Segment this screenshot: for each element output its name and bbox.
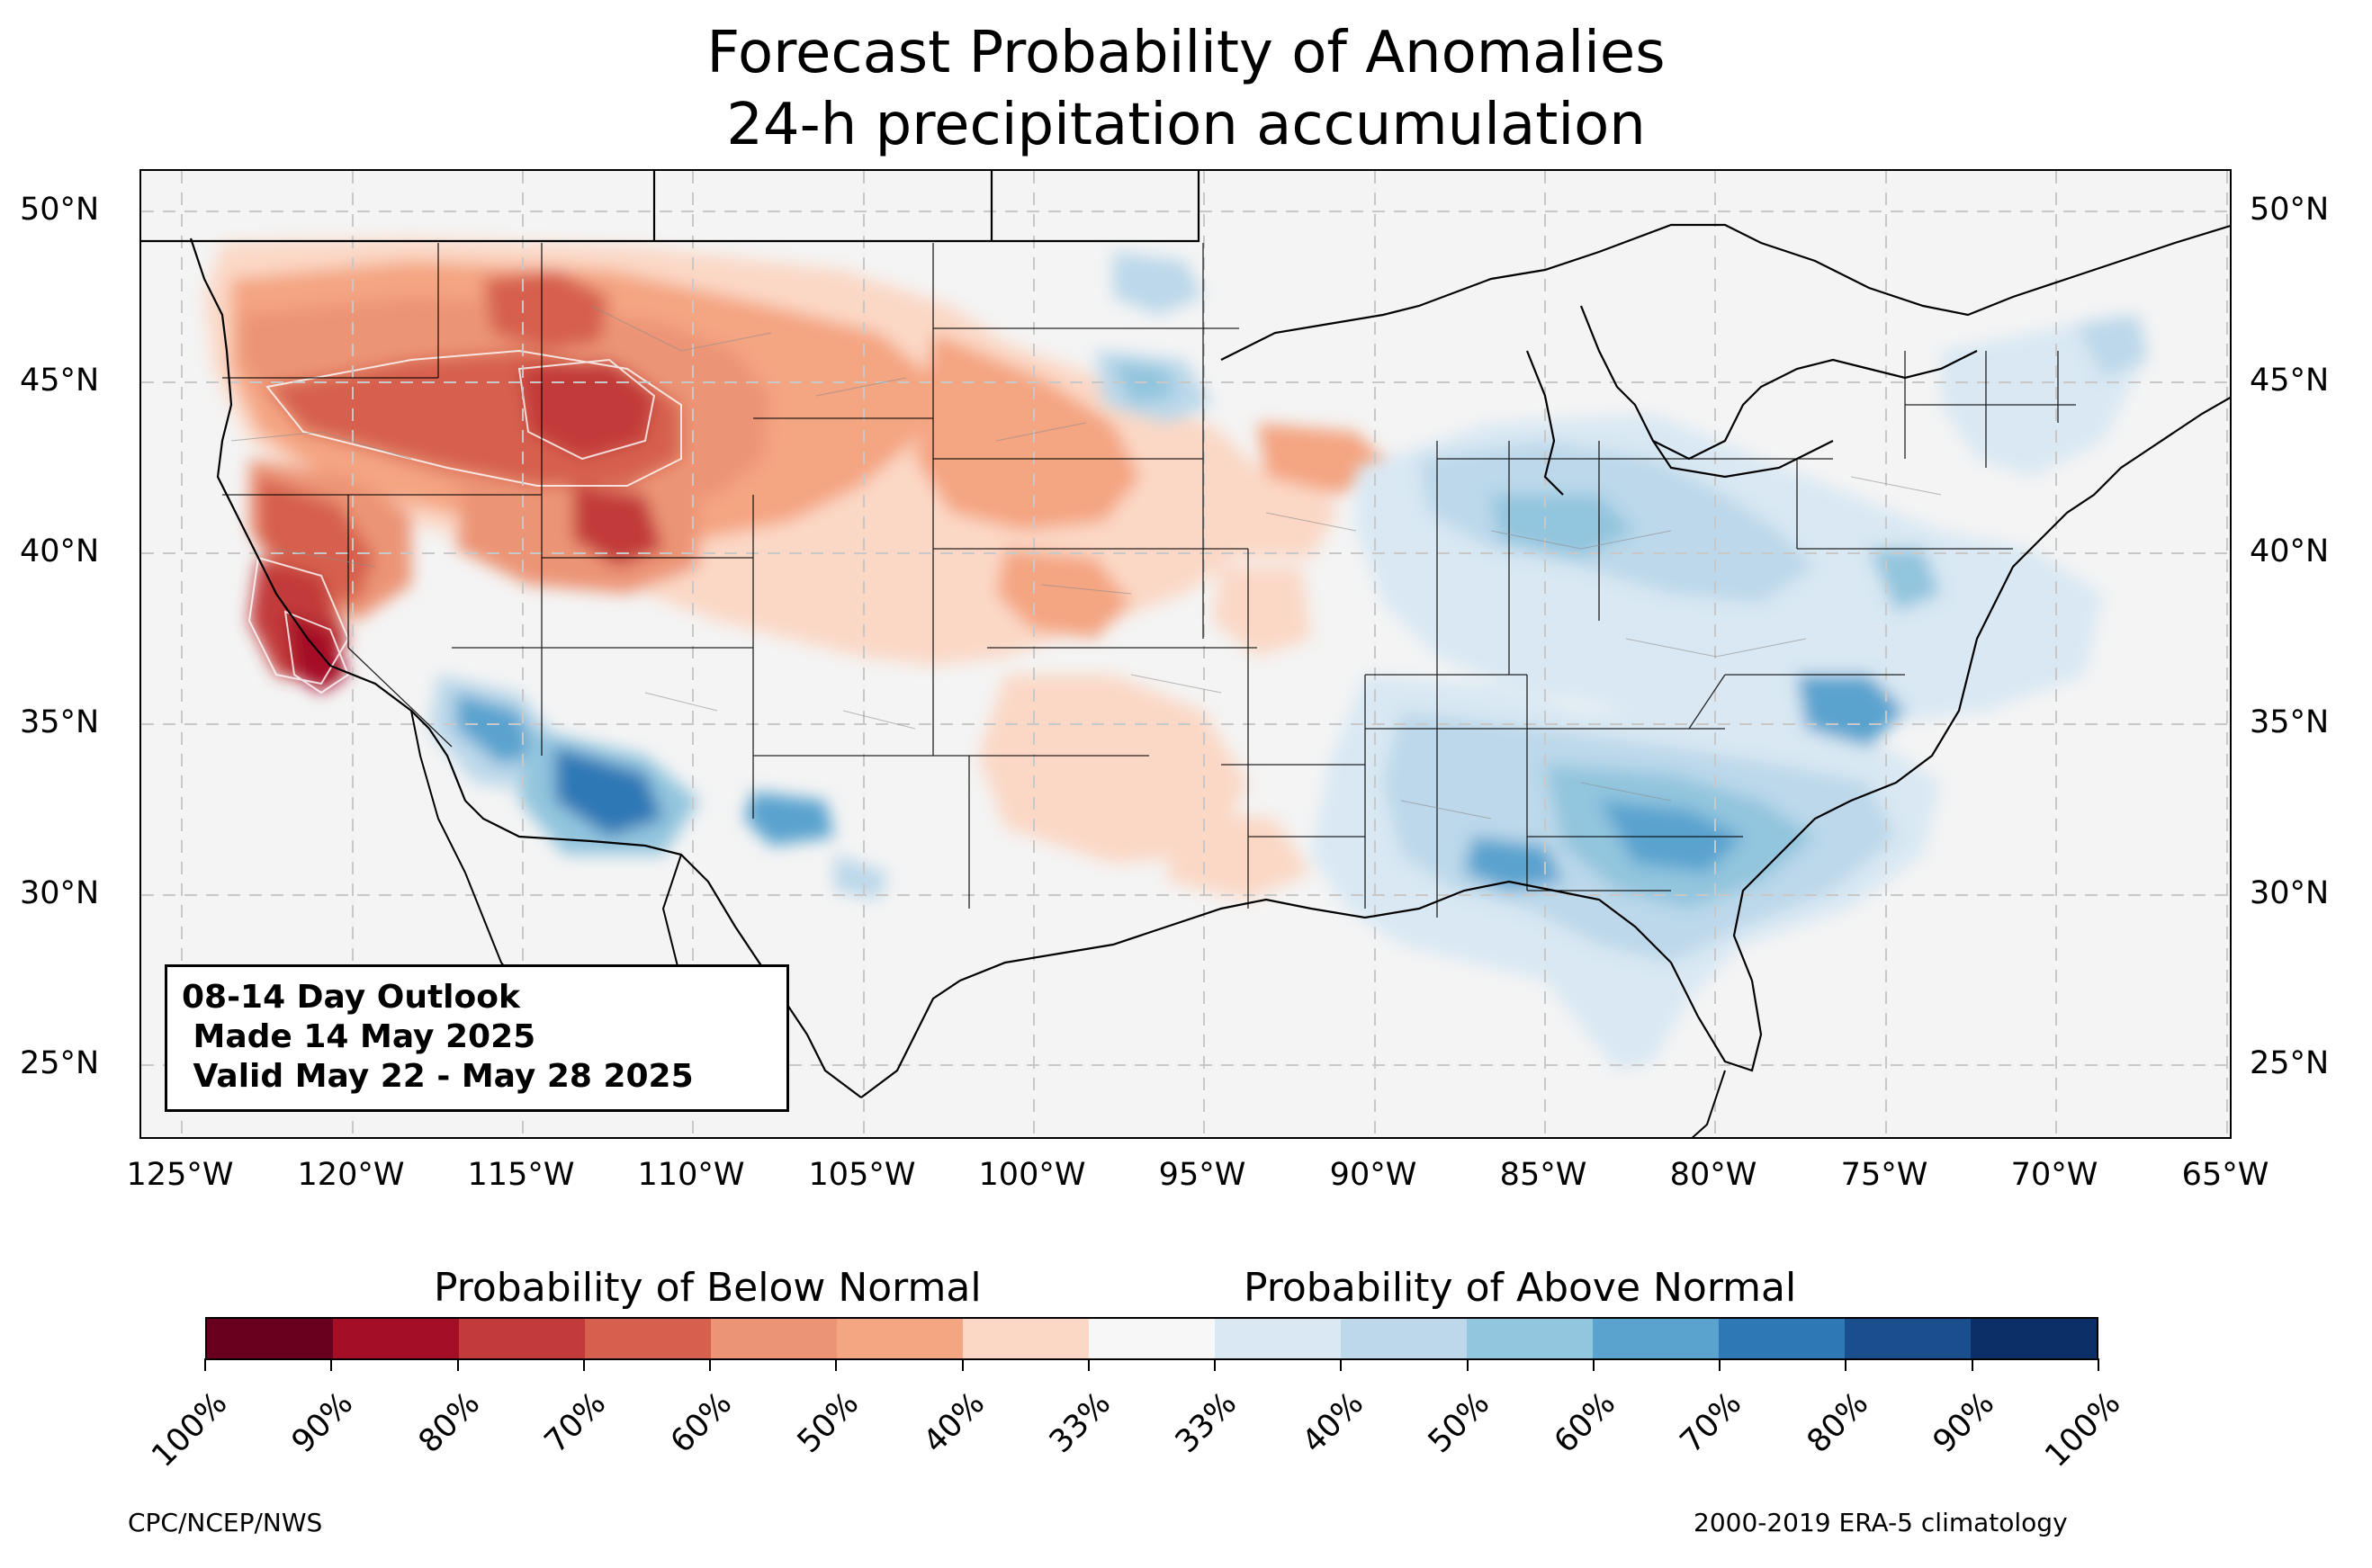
lon-tick-90: 90°W	[1329, 1157, 1417, 1193]
colorbar-tick-label-1: 90%	[285, 1385, 361, 1461]
colorbar-tick-label-2: 80%	[411, 1385, 487, 1461]
footer-climatology: 2000-2019 ERA-5 climatology	[1694, 1508, 2068, 1537]
colorbar-tick-7	[1087, 1358, 1090, 1371]
colorbar-tick-label-12: 70%	[1674, 1385, 1749, 1461]
state-boundaries	[222, 243, 2076, 918]
colorbar-tick-6	[961, 1358, 964, 1371]
colorbar-tick-label-6: 40%	[916, 1385, 992, 1461]
lon-tick-120: 120°W	[297, 1157, 405, 1193]
colorbar-cell-3	[585, 1319, 711, 1358]
outlook-valid-dates: Valid May 22 - May 28 2025	[182, 1058, 694, 1095]
lat-tick-50-right: 50°N	[2250, 192, 2330, 228]
colorbar-tick-label-11: 60%	[1547, 1385, 1623, 1461]
colorbar-tick-label-4: 60%	[664, 1385, 740, 1461]
colorbar-cell-11	[1593, 1319, 1719, 1358]
colorbar-cell-5	[837, 1319, 963, 1358]
colorbar-tick-label-13: 80%	[1800, 1385, 1875, 1461]
county-lines	[230, 305, 1942, 820]
colorbar-tick-2	[456, 1358, 459, 1371]
colorbar-tick-label-10: 50%	[1421, 1385, 1496, 1461]
colorbar-below-label: Probability of Below Normal	[434, 1265, 982, 1311]
colorbar-above-label: Probability of Above Normal	[1244, 1265, 1797, 1311]
footer-source: CPC/NCEP/NWS	[128, 1508, 323, 1537]
colorbar-tick-label-8: 33%	[1169, 1385, 1244, 1461]
colorbar-tick-11	[1592, 1358, 1595, 1371]
colorbar-tick-label-7: 33%	[1042, 1385, 1119, 1461]
colorbar-cell-9	[1341, 1319, 1467, 1358]
lat-tick-45: 45°N	[20, 363, 100, 399]
colorbar-ticks	[204, 1358, 2099, 1376]
colorbar-tick-12	[1719, 1358, 1721, 1371]
colorbar-tick-3	[582, 1358, 585, 1371]
lon-tick-85: 85°W	[1499, 1157, 1587, 1193]
lon-tick-95: 95°W	[1158, 1157, 1246, 1193]
lon-tick-80: 80°W	[1669, 1157, 1757, 1193]
lat-tick-25-right: 25°N	[2250, 1045, 2330, 1081]
lat-tick-35-right: 35°N	[2250, 704, 2330, 740]
coastline	[141, 171, 2230, 1098]
probability-contours	[247, 349, 682, 694]
colorbar-cell-0	[207, 1319, 333, 1358]
colorbar-cell-2	[459, 1319, 585, 1358]
colorbar-tick-label-0: 100%	[145, 1385, 235, 1475]
outlook-info-box: 08-14 Day Outlook Made 14 May 2025 Valid…	[165, 964, 789, 1112]
lon-tick-125: 125°W	[126, 1157, 234, 1193]
lon-tick-70: 70°W	[2010, 1157, 2098, 1193]
colorbar-tick-label-14: 90%	[1926, 1385, 2002, 1461]
colorbar-tick-label-9: 40%	[1295, 1385, 1370, 1461]
lat-tick-35: 35°N	[20, 704, 100, 740]
lat-tick-25: 25°N	[20, 1045, 100, 1081]
lat-tick-30: 30°N	[20, 875, 100, 911]
colorbar-cell-10	[1467, 1319, 1593, 1358]
colorbar-tick-label-15: 100%	[2038, 1385, 2128, 1475]
lat-tick-40: 40°N	[20, 533, 100, 569]
map-gridlines	[141, 171, 2230, 1137]
outlook-period: 08-14 Day Outlook	[182, 979, 520, 1016]
colorbar-cell-12	[1719, 1319, 1845, 1358]
colorbar-tick-5	[835, 1358, 838, 1371]
chart-title-line-1: Forecast Probability of Anomalies	[706, 20, 1666, 86]
colorbar-tick-13	[1845, 1358, 1847, 1371]
colorbar-tick-10	[1466, 1358, 1469, 1371]
lon-tick-110: 110°W	[637, 1157, 745, 1193]
lon-tick-75: 75°W	[1840, 1157, 1928, 1193]
colorbar-cell-14	[1971, 1319, 2097, 1358]
lat-tick-45-right: 45°N	[2250, 363, 2330, 399]
colorbar-cell-13	[1845, 1319, 1971, 1358]
lon-tick-105: 105°W	[808, 1157, 916, 1193]
colorbar-tick-label-5: 50%	[790, 1385, 866, 1461]
lon-tick-100: 100°W	[978, 1157, 1086, 1193]
lon-tick-65: 65°W	[2181, 1157, 2269, 1193]
lat-tick-50: 50°N	[20, 192, 100, 228]
probability-colorbar	[205, 1317, 2098, 1360]
colorbar-cell-8	[1215, 1319, 1341, 1358]
colorbar-tick-14	[1971, 1358, 1973, 1371]
lat-tick-40-right: 40°N	[2250, 533, 2330, 569]
lon-tick-115: 115°W	[467, 1157, 575, 1193]
colorbar-cell-7	[1089, 1319, 1215, 1358]
colorbar-tick-8	[1214, 1358, 1217, 1371]
colorbar-cell-1	[333, 1319, 459, 1358]
colorbar-tick-1	[330, 1358, 333, 1371]
colorbar-cell-6	[963, 1319, 1089, 1358]
colorbar-tick-9	[1340, 1358, 1343, 1371]
colorbar-tick-15	[2098, 1358, 2099, 1371]
outlook-made-date: Made 14 May 2025	[182, 1018, 536, 1055]
chart-title-line-2: 24-h precipitation accumulation	[726, 92, 1646, 158]
colorbar-cell-4	[711, 1319, 837, 1358]
colorbar-tick-4	[709, 1358, 712, 1371]
colorbar-tick-0	[204, 1358, 206, 1371]
colorbar-tick-label-3: 70%	[537, 1385, 614, 1461]
lat-tick-30-right: 30°N	[2250, 875, 2330, 911]
